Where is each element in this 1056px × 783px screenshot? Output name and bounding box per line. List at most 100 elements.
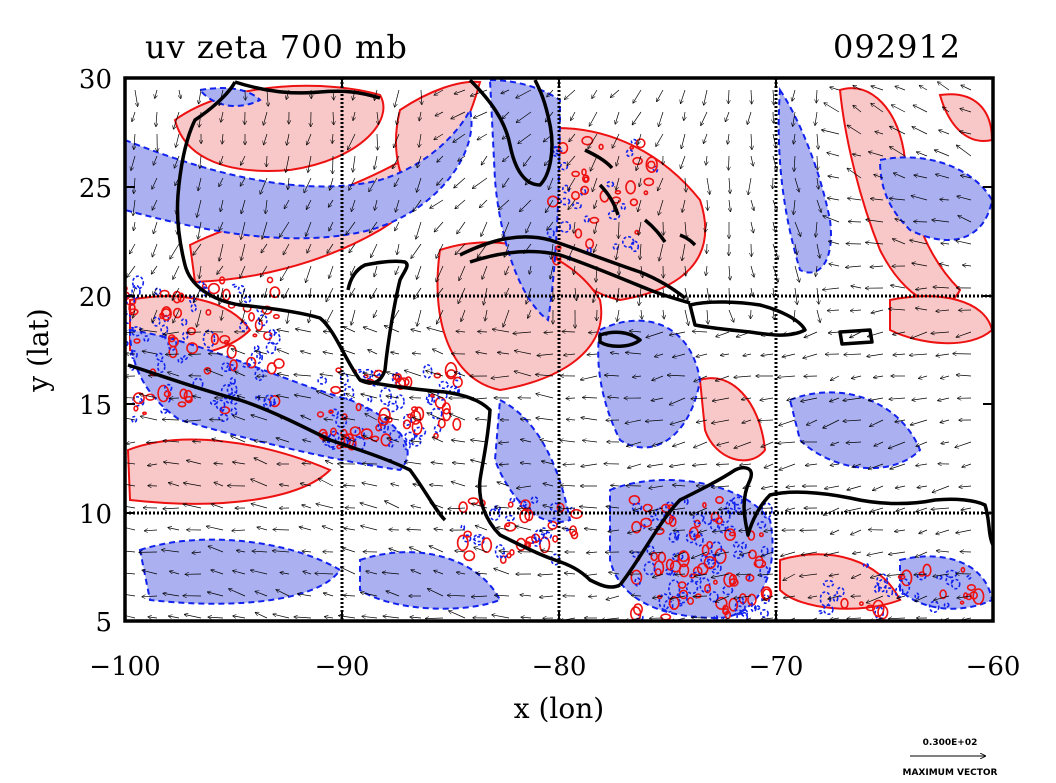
positive-vorticity-cell — [509, 549, 515, 556]
wind-vector — [961, 176, 972, 179]
negative-vorticity-cell — [873, 584, 881, 594]
wind-vector — [734, 595, 752, 598]
wind-vector — [166, 354, 180, 355]
wind-vector — [363, 436, 378, 443]
wind-vector — [374, 265, 378, 277]
wind-vector — [847, 485, 862, 490]
wind-vector — [652, 375, 664, 380]
wind-vector — [874, 175, 884, 179]
wind-vector — [540, 440, 554, 442]
wind-vector — [256, 331, 268, 332]
wind-vector — [183, 504, 202, 509]
negative-vorticity-cell — [734, 600, 746, 616]
wind-vector — [294, 617, 312, 618]
wind-vector — [673, 530, 686, 531]
wind-vector — [219, 177, 224, 186]
positive-vorticity-cell — [547, 195, 559, 208]
wind-vector — [241, 243, 246, 260]
wind-vector — [231, 349, 246, 355]
negative-vorticity-cell — [462, 534, 472, 543]
wind-vector — [266, 155, 267, 167]
wind-vector — [795, 287, 797, 304]
reference-vector-label: MAXIMUM VECTOR — [902, 768, 997, 778]
negative-vorticity-cell — [914, 592, 920, 600]
wind-vector — [716, 375, 730, 381]
wind-vector — [778, 376, 796, 377]
wind-vector — [773, 89, 774, 105]
wind-vector — [476, 573, 488, 574]
wind-vector — [430, 485, 444, 486]
wind-vector — [911, 196, 928, 201]
positive-vorticity-cell — [266, 362, 277, 375]
wind-vector — [319, 479, 334, 487]
y-tick-label: 30 — [79, 65, 112, 95]
wind-vector — [179, 89, 181, 98]
wind-vector — [850, 331, 862, 338]
wind-vector — [265, 287, 268, 297]
negative-vorticity-cell — [182, 354, 188, 360]
wind-vector — [338, 373, 356, 377]
wind-vector — [816, 265, 817, 276]
negative-vorticity-cell — [268, 328, 276, 338]
positive-vorticity-cell — [629, 145, 635, 150]
wind-vector — [141, 416, 158, 421]
wind-vector — [385, 501, 400, 509]
wind-vector — [801, 551, 818, 555]
wind-vector — [706, 265, 707, 275]
wind-vector — [394, 133, 400, 147]
wind-vector — [547, 221, 554, 230]
wind-vector — [341, 567, 356, 575]
negative-vorticity-cell — [128, 326, 136, 333]
wind-vector — [713, 397, 730, 401]
wind-vector — [301, 416, 312, 421]
wind-vector — [605, 375, 620, 376]
wind-vector — [543, 484, 554, 487]
wind-vector — [829, 332, 840, 333]
wind-vector — [342, 436, 356, 443]
positive-vorticity-cell — [378, 407, 391, 424]
wind-vector — [375, 199, 377, 210]
positive-vorticity-cell — [570, 190, 580, 201]
wind-vector — [808, 596, 818, 598]
wind-vector — [125, 462, 136, 465]
wind-vector — [284, 199, 290, 209]
positive-vorticity-cell — [172, 307, 183, 319]
wind-vector — [362, 483, 378, 487]
wind-vector — [474, 111, 488, 118]
wind-vector — [580, 507, 598, 508]
wind-vector — [852, 376, 862, 378]
wind-vector — [417, 309, 422, 326]
wind-vector — [142, 570, 158, 575]
wind-vector — [163, 419, 180, 420]
wind-vector — [912, 127, 928, 135]
wind-vector — [351, 199, 356, 211]
wind-vector — [594, 221, 598, 233]
positive-vorticity-cell — [441, 402, 451, 415]
positive-vorticity-cell — [962, 592, 969, 600]
wind-vector — [761, 441, 774, 447]
negative-vorticity-cell — [685, 580, 699, 595]
wind-vector — [163, 508, 180, 509]
wind-vector — [536, 418, 554, 420]
positive-vorticity-cell — [960, 566, 966, 573]
negative-vorticity-cell — [564, 527, 570, 532]
x-tick-label: −90 — [315, 652, 370, 682]
positive-vorticity-cell — [858, 601, 864, 607]
wind-vector — [134, 177, 135, 193]
negative-vorticity-cell — [215, 399, 226, 411]
wind-vector — [794, 177, 799, 192]
wind-vector — [374, 155, 378, 169]
positive-vorticity-cell — [210, 332, 219, 346]
wind-vector — [125, 417, 136, 421]
wind-vector — [515, 351, 532, 355]
wind-vector — [913, 105, 928, 113]
wind-vector — [659, 111, 664, 126]
wind-vector — [477, 243, 488, 258]
negative-vorticity-cell — [832, 594, 839, 603]
wind-vector — [174, 155, 180, 168]
wind-vector — [751, 221, 753, 233]
wind-vector — [824, 103, 840, 113]
wind-vector — [852, 573, 862, 578]
wind-vector — [773, 111, 774, 123]
wind-vector — [208, 546, 224, 553]
